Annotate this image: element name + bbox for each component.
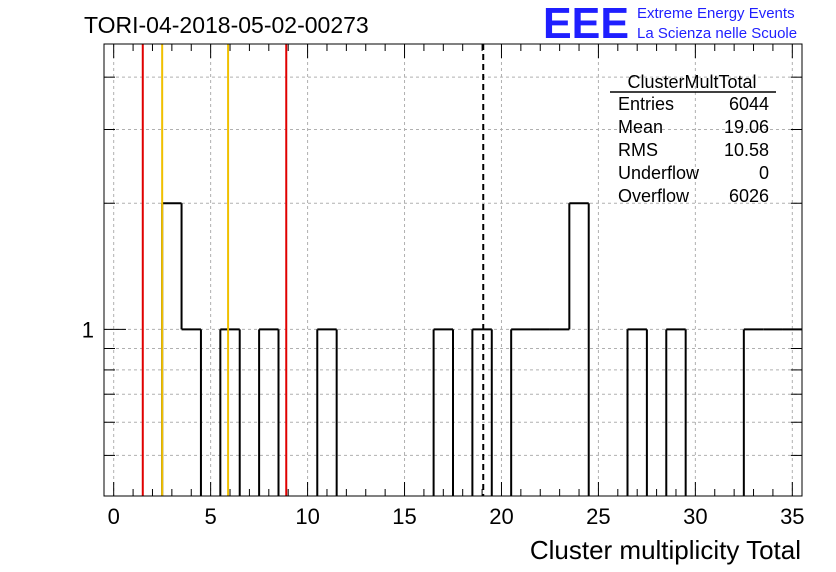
stats-value: 6026 xyxy=(729,186,769,206)
run-title: TORI-04-2018-05-02-00273 xyxy=(84,12,369,38)
plot-frame xyxy=(103,43,803,497)
stats-box: ClusterMultTotal Entries 6044 Mean 19.06 RMS… xyxy=(610,72,776,206)
x-tick-label: 20 xyxy=(489,504,513,529)
x-tick-label: 5 xyxy=(205,504,217,529)
x-tick-label: 30 xyxy=(683,504,707,529)
logo-letters: EEE xyxy=(543,0,629,48)
stats-value: 19.06 xyxy=(724,117,769,137)
logo-line-1: Extreme Energy Events xyxy=(637,5,795,22)
x-tick-label: 25 xyxy=(586,504,610,529)
reference-lines xyxy=(141,44,485,496)
stats-value: 6044 xyxy=(729,94,769,114)
stats-label: Entries xyxy=(618,94,674,114)
x-tick-label: 35 xyxy=(780,504,804,529)
stats-label: Underflow xyxy=(618,163,700,183)
y-tick-label: 1 xyxy=(82,317,94,342)
logo-line-2: La Scienza nelle Scuole xyxy=(637,25,797,42)
x-tick-label: 15 xyxy=(392,504,416,529)
stats-title: ClusterMultTotal xyxy=(627,72,756,92)
eee-logo: EEE Extreme Energy Events La Scienza nel… xyxy=(543,0,797,48)
histogram-bins xyxy=(161,202,802,496)
stats-value: 0 xyxy=(759,163,769,183)
x-tick-label: 10 xyxy=(295,504,319,529)
stats-label: RMS xyxy=(618,140,658,160)
axis-ticks xyxy=(104,44,802,497)
stats-label: Mean xyxy=(618,117,663,137)
x-axis-label: Cluster multiplicity Total xyxy=(530,535,801,565)
stats-value: 10.58 xyxy=(724,140,769,160)
tick-labels: 0 5 10 15 20 25 30 35 1 xyxy=(82,317,805,529)
x-tick-label: 0 xyxy=(108,504,120,529)
stats-label: Overflow xyxy=(618,186,690,206)
stats-rows: Entries 6044 Mean 19.06 RMS 10.58 Underflow 0 Ov… xyxy=(618,94,769,206)
